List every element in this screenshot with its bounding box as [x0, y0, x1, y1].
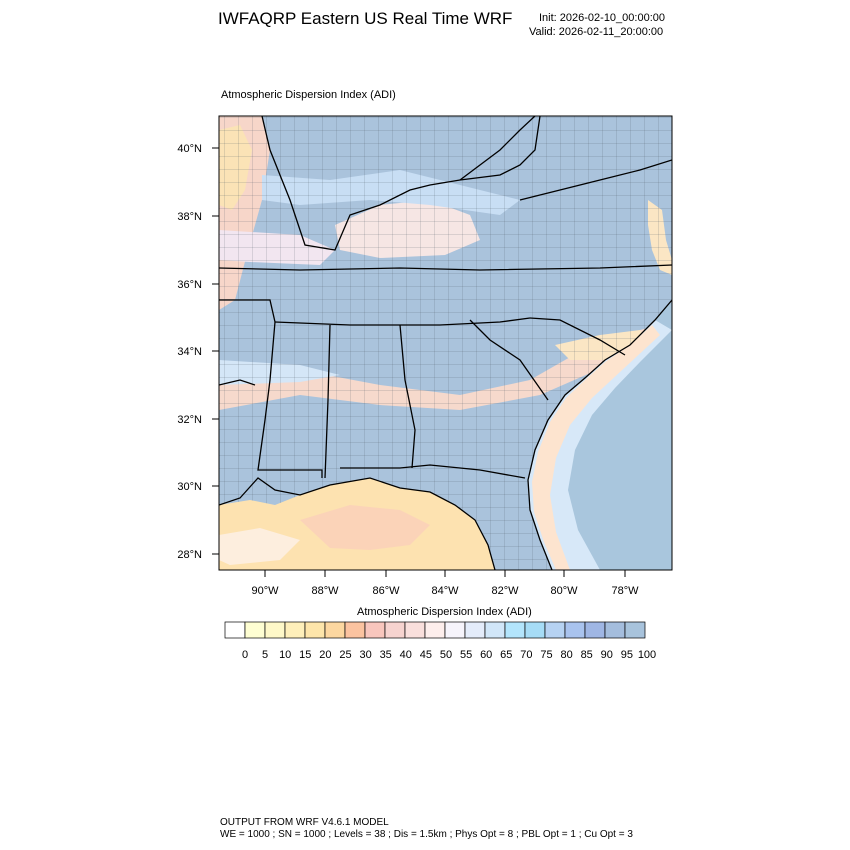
boundary-ms-la	[257, 321, 323, 478]
lat-label-28: 28°N	[177, 549, 202, 561]
lon-label-84: 84°W	[431, 585, 459, 597]
colorbar-box-16	[544, 621, 566, 639]
colorbar-label-20: 20	[319, 649, 331, 661]
colorbar-label-35: 35	[380, 649, 392, 661]
colorbar-box-14	[504, 621, 526, 639]
gulf-pale-band	[219, 528, 300, 565]
gulf-light-swirl	[300, 505, 430, 550]
boundary-coast	[527, 299, 672, 570]
colorbar-box-9	[404, 621, 426, 639]
atlantic-shelf	[528, 320, 672, 570]
lon-label-78: 78°W	[611, 585, 639, 597]
colorbar-label-100: 100	[638, 649, 656, 661]
colorbar-label-80: 80	[560, 649, 572, 661]
lon-label-86: 86°W	[372, 585, 400, 597]
colorbar-box-20	[624, 621, 646, 639]
main-title: IWFAQRP Eastern US Real Time WRF	[218, 9, 513, 28]
footer-config-line: WE = 1000 ; SN = 1000 ; Levels = 38 ; Di…	[220, 829, 633, 840]
colorbar-label-45: 45	[420, 649, 432, 661]
colorbar-box-3	[284, 621, 306, 639]
boundary-ar-mo	[219, 299, 276, 323]
colorbar-label-95: 95	[621, 649, 633, 661]
colorbar-box-18	[584, 621, 606, 639]
boundary-tennessee-south	[274, 317, 531, 326]
colorbar-label-40: 40	[400, 649, 412, 661]
colorbar-box-7	[364, 621, 386, 639]
colorbar-label-25: 25	[339, 649, 351, 661]
colorbar-box-13	[484, 621, 506, 639]
boundary-al-ga	[399, 324, 416, 469]
boundary-fl-north	[340, 464, 526, 479]
boundary-tennessee-north	[219, 264, 672, 271]
lat-label-36: 36°N	[177, 279, 202, 291]
lat-labels: 40°N 38°N 36°N 34°N 32°N 30°N 28°N	[177, 143, 202, 561]
colorbar-box-19	[604, 621, 626, 639]
colorbar-label-70: 70	[520, 649, 532, 661]
boundary-kentucky-north	[261, 116, 541, 251]
footer-model-line: OUTPUT FROM WRF V4.6.1 MODEL	[220, 817, 389, 828]
colorbar-label-10: 10	[279, 649, 291, 661]
colorbar-box-1	[244, 621, 266, 639]
colorbar-box-11	[444, 621, 466, 639]
colorbar-box-12	[464, 621, 486, 639]
colorbar-label-30: 30	[359, 649, 371, 661]
lon-label-82: 82°W	[491, 585, 519, 597]
lon-label-90: 90°W	[251, 585, 279, 597]
boundary-wv-va	[459, 116, 536, 181]
map-field	[219, 116, 672, 570]
init-time: Init: 2026-02-10_00:00:00	[539, 12, 665, 24]
colorbar-label-60: 60	[480, 649, 492, 661]
colorbar-box-8	[384, 621, 406, 639]
colorbar-box-2	[264, 621, 286, 639]
colorbar-label-55: 55	[460, 649, 472, 661]
atlantic-nearshore	[532, 325, 660, 570]
lon-label-88: 88°W	[311, 585, 339, 597]
lat-label-32: 32°N	[177, 414, 202, 426]
colorbar-box-0	[224, 621, 246, 639]
colorbar-label-5: 5	[262, 649, 268, 661]
valid-time: Valid: 2026-02-11_20:00:00	[529, 26, 664, 38]
colorbar-box-15	[524, 621, 546, 639]
map-subtitle: Atmospheric Dispersion Index (ADI)	[221, 89, 396, 101]
lat-ticks	[212, 147, 219, 555]
boundary-ms-al	[324, 324, 331, 479]
colorbar	[224, 621, 646, 639]
colorbar-label-0: 0	[242, 649, 248, 661]
county-grid-overlay	[219, 116, 672, 570]
boundary-la-west	[219, 379, 256, 386]
colorbar-box-10	[424, 621, 446, 639]
colorbar-labels: 0 5 10 15 20 25 30 35 40 45 50 55 60 65 70 75 80 85 90 95 10…	[242, 649, 656, 661]
lon-ticks	[264, 570, 626, 577]
boundary-ga-sc	[469, 319, 549, 401]
state-boundaries	[219, 116, 672, 570]
colorbar-title: Atmospheric Dispersion Index (ADI)	[357, 606, 532, 618]
boundary-nc-sc	[529, 317, 626, 356]
lat-label-34: 34°N	[177, 346, 202, 358]
colorbar-label-50: 50	[440, 649, 452, 661]
colorbar-box-6	[344, 621, 366, 639]
colorbar-box-4	[304, 621, 326, 639]
colorbar-box-5	[324, 621, 346, 639]
colorbar-box-17	[564, 621, 586, 639]
lon-labels: 90°W 88°W 86°W 84°W 82°W 80°W 78°W	[251, 585, 639, 597]
lat-label-40: 40°N	[177, 143, 202, 155]
colorbar-label-75: 75	[540, 649, 552, 661]
lat-label-38: 38°N	[177, 211, 202, 223]
lon-label-80: 80°W	[550, 585, 578, 597]
colorbar-label-90: 90	[601, 649, 613, 661]
colorbar-label-85: 85	[581, 649, 593, 661]
colorbar-label-15: 15	[299, 649, 311, 661]
lat-label-30: 30°N	[177, 481, 202, 493]
boundary-gulf-coast	[219, 477, 496, 570]
colorbar-label-65: 65	[500, 649, 512, 661]
boundary-va-nc	[519, 159, 672, 201]
